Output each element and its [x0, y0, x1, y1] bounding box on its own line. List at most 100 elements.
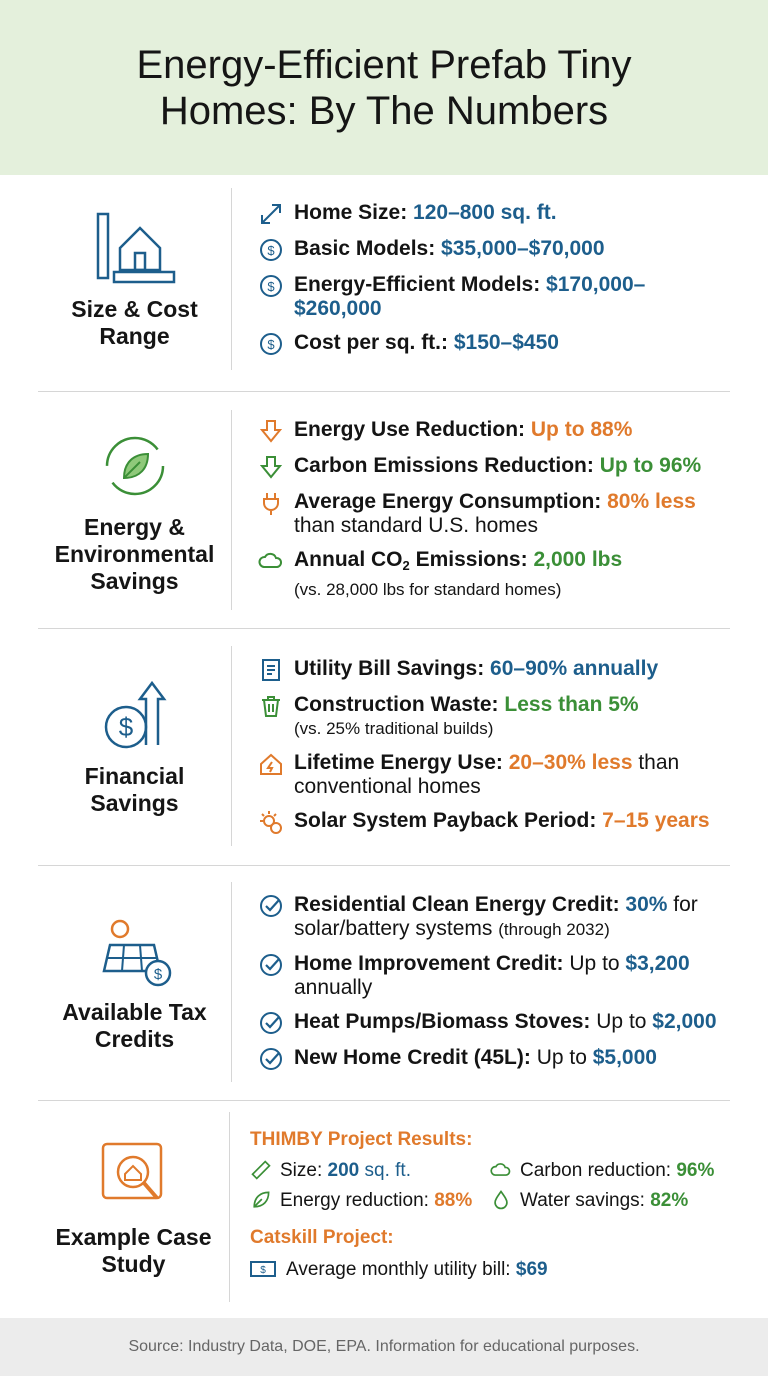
house-ruler-icon	[96, 212, 175, 284]
stat-text: Energy Use Reduction:	[294, 418, 531, 441]
stat-text: Up to	[536, 1045, 593, 1069]
svg-text:$: $	[260, 1265, 266, 1276]
stat-text: for solar/battery systems	[294, 892, 698, 940]
cloud-icon	[258, 552, 283, 568]
thimby-stat: Water savings: 82%	[490, 1189, 730, 1213]
leaf-icon	[253, 1191, 270, 1208]
stat-text: New Home Credit (45L):	[294, 1045, 537, 1069]
banknote-icon: $	[250, 1261, 276, 1277]
stat-text: Up to 96%	[599, 454, 702, 477]
stat-item: Construction Waste: Less than 5% (vs. 25%…	[258, 693, 730, 741]
stat-text: $5,000	[592, 1045, 657, 1069]
stat-text: annually	[294, 975, 373, 999]
thimby-stat: Carbon reduction: 96%	[490, 1159, 730, 1183]
water-drop-icon	[494, 1190, 508, 1210]
stat-item: Annual CO2 Emissions: 2,000 lbs (vs. 28,0…	[258, 548, 730, 602]
stat-text: Carbon Emissions Reduction:	[294, 454, 600, 477]
section-title: Financial Savings	[84, 763, 185, 816]
divider	[38, 628, 730, 629]
dollar-icon: $	[260, 333, 282, 355]
thimby-results: Size: 200 sq. ft. Carbon reduction: 96% En…	[250, 1159, 730, 1213]
sun-clock-icon	[260, 811, 282, 834]
stat-text: (vs. 28,000 lbs for standard homes)	[294, 580, 562, 599]
svg-text:$: $	[267, 279, 275, 294]
solar-panel-icon: $	[101, 919, 171, 987]
label: Average monthly utility bill:	[286, 1259, 516, 1280]
resize-arrows-icon	[261, 204, 281, 224]
stat-text: than conventional homes	[294, 751, 680, 798]
stat-text: Up to	[596, 1009, 653, 1033]
value: 88%	[434, 1190, 473, 1211]
value: 200	[327, 1160, 360, 1181]
label: Carbon reduction:	[520, 1160, 677, 1181]
value: $69	[515, 1259, 548, 1280]
section-title: Available Tax Credits	[62, 999, 207, 1052]
stat-text: Up to	[569, 951, 626, 975]
stat-item: Carbon Emissions Reduction: Up to 96%	[258, 454, 730, 480]
stat-text: Energy-Efficient Models:	[294, 273, 547, 296]
svg-text:$: $	[153, 966, 162, 983]
stat-text: Less than 5%	[504, 693, 639, 716]
stat-item: Solar System Payback Period: 7–15 years	[258, 809, 730, 835]
check-icon	[260, 1011, 282, 1034]
stat-item: Energy Use Reduction: Up to 88%	[258, 418, 730, 444]
footer-source: Source: Industry Data, DOE, EPA. Informa…	[0, 1318, 768, 1376]
section-1: Energy & Environmental Savings Energy Use…	[38, 410, 730, 610]
stat-text: Solar System Payback Period:	[294, 809, 603, 832]
section-0: Size & Cost Range Home Size: 120–800 sq. …	[38, 188, 730, 370]
label: Energy reduction:	[280, 1190, 435, 1211]
stat-text: Residential Clean Energy Credit:	[294, 892, 626, 916]
arrow-down-green-icon	[259, 456, 283, 479]
thimby-stat: Size: 200 sq. ft.	[250, 1159, 490, 1183]
section-title: Size & Cost Range	[71, 296, 198, 349]
stat-item: Lifetime Energy Use: 20–30% less than co…	[258, 751, 730, 799]
thimby-stat: Energy reduction: 88%	[250, 1189, 490, 1213]
section-2: $ Financial Savings Utility Bill Savings: …	[38, 646, 730, 846]
stat-item: Residential Clean Energy Credit: 30% for…	[258, 893, 730, 942]
divider	[38, 1100, 730, 1101]
stat-text: Emissions:	[409, 548, 534, 571]
stat-text: $2,000	[652, 1009, 717, 1033]
stat-text: (vs. 25% traditional builds)	[294, 719, 494, 738]
thimby-title: THIMBY Project Results:	[250, 1129, 473, 1150]
stat-text: Home Size:	[294, 201, 414, 224]
dollar-growth-icon: $	[104, 680, 166, 749]
stat-text: 20–30% less	[508, 751, 633, 774]
stat-text: Lifetime Energy Use:	[294, 751, 509, 774]
value: 82%	[650, 1190, 689, 1211]
stat-text: 30%	[625, 892, 668, 916]
check-icon	[260, 953, 282, 976]
stat-item: Home Size: 120–800 sq. ft.	[258, 201, 730, 227]
blueprint-magnifier-icon	[101, 1142, 162, 1200]
page-title: Energy-Efficient Prefab Tiny Homes: By T…	[136, 42, 632, 133]
svg-text:$: $	[118, 712, 133, 742]
stat-text: Construction Waste:	[294, 693, 505, 716]
label: Size:	[280, 1160, 328, 1181]
stat-text: than standard U.S. homes	[294, 514, 538, 537]
stat-item: Utility Bill Savings: 60–90% annually	[258, 657, 730, 683]
stat-item: $ Energy-Efficient Models: $170,000–$260,…	[258, 273, 730, 321]
stat-text: 2,000 lbs	[533, 548, 623, 571]
stat-text: Utility Bill Savings:	[294, 657, 491, 680]
stat-text: 60–90% annually	[490, 657, 659, 680]
stat-item: $ Cost per sq. ft.: $150–$450	[258, 331, 730, 357]
section-title: Energy & Environmental Savings	[54, 513, 215, 594]
divider	[38, 865, 730, 866]
stat-text: $35,000–$70,000	[441, 237, 605, 260]
catskill-utility-bill: $ Average monthly utility bill: $69	[250, 1258, 730, 1282]
stat-text: (through 2032)	[498, 919, 610, 939]
svg-text:$: $	[267, 243, 275, 258]
ruler-icon	[251, 1160, 271, 1180]
stat-text: 2	[402, 558, 410, 573]
arrow-down-orange-icon	[259, 420, 283, 443]
check-icon	[260, 894, 282, 917]
plug-icon	[263, 493, 279, 515]
stat-text: Average Energy Consumption:	[294, 490, 608, 513]
value: 96%	[676, 1160, 715, 1181]
stat-text: 7–15 years	[602, 809, 710, 832]
stat-text: Annual CO	[294, 548, 403, 571]
recycle-leaf-icon	[105, 436, 164, 495]
divider	[38, 391, 730, 392]
catskill-title: Catskill Project:	[250, 1227, 394, 1248]
section-3: $ Available Tax Credits Residential Clean …	[38, 882, 730, 1082]
